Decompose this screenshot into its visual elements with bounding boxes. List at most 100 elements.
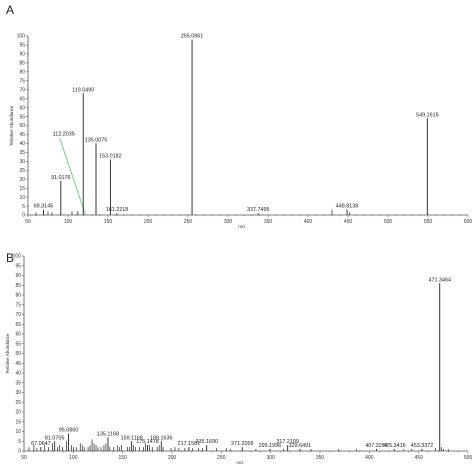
peak-label: 317.2109 [276, 439, 298, 445]
y-tick-label: 5 [22, 204, 25, 210]
x-tick-label: 150 [118, 455, 127, 461]
peak-label: 95.0860 [59, 427, 79, 433]
x-tick-label: 200 [168, 455, 177, 461]
x-tick-label: 450 [344, 219, 353, 225]
y-tick-label: 45 [15, 361, 21, 367]
y-tick-label: 60 [19, 105, 25, 111]
panel-a-spectrum: A 0 5 10 15 20 25 30 35 40 45 50 55 60 65 70 75 80 85 90 95 1… [6, 3, 472, 229]
y-tick-label: 100 [13, 254, 22, 260]
peak-label: 81.0705 [45, 435, 65, 441]
y-tick-label: 0 [22, 213, 25, 219]
y-tick-label: 85 [19, 61, 25, 67]
x-axis-title: m/z [238, 224, 246, 229]
y-tick-label: 55 [15, 341, 21, 347]
y-tick-label: 90 [15, 273, 21, 279]
peak-label: 271.2059 [231, 441, 253, 447]
panel-label: A [6, 3, 14, 17]
y-tick-label: 5 [18, 439, 21, 445]
y-tick-label: 40 [15, 371, 21, 377]
peak-label: 329.6491 [289, 443, 311, 449]
y-tick-label: 95 [15, 263, 21, 269]
y-tick-label: 65 [19, 96, 25, 102]
y-tick-label: 40 [19, 141, 25, 147]
peak-label: 337.7495 [247, 207, 269, 213]
y-tick-label: 20 [15, 410, 21, 416]
x-tick-label: 350 [264, 219, 273, 225]
peak-label: 69.3145 [34, 204, 54, 210]
x-tick-label: 300 [266, 455, 275, 461]
x-tick-label: 50 [21, 455, 27, 461]
x-tick-label: 600 [464, 219, 473, 225]
y-tick-label: 60 [15, 332, 21, 338]
x-tick-label: 300 [224, 219, 233, 225]
peak-label: 217.1581 [178, 441, 200, 447]
peak-label: 112.2035 [53, 131, 75, 137]
y-tick-label: 30 [15, 390, 21, 396]
peak-label: 153.0182 [99, 154, 121, 160]
peak-label: 67.0647 [31, 441, 51, 447]
peak-label: 175.1478 [136, 439, 158, 445]
x-tick-label: 100 [69, 455, 78, 461]
y-tick-label: 80 [15, 293, 21, 299]
peak-label: 91.0176 [51, 175, 71, 181]
peak-label: 453.3372 [411, 443, 433, 449]
x-tick-label: 50 [25, 219, 31, 225]
y-tick-label: 30 [19, 159, 25, 165]
y-axis-title: Relative Abundance [5, 333, 10, 374]
y-tick-label: 35 [15, 380, 21, 386]
peak-label: 255.0861 [181, 34, 203, 40]
y-tick-label: 70 [15, 312, 21, 318]
peak-label: 471.3464 [428, 277, 450, 283]
y-tick-label: 65 [15, 322, 21, 328]
y-tick-label: 35 [19, 150, 25, 156]
y-tick-label: 55 [19, 114, 25, 120]
y-tick-label: 70 [19, 87, 25, 93]
peak-label: 407.3254 [365, 443, 387, 449]
y-tick-label: 50 [19, 123, 25, 129]
x-tick-label: 500 [384, 219, 393, 225]
peak-label: 448.8138 [336, 204, 358, 210]
x-tick-label: 550 [424, 219, 433, 225]
y-tick-label: 90 [19, 52, 25, 58]
x-tick-label: 350 [316, 455, 325, 461]
x-tick-label: 400 [365, 455, 374, 461]
y-tick-label: 0 [18, 449, 21, 455]
peak-label: 135.1168 [97, 431, 119, 437]
x-tick-label: 450 [414, 455, 423, 461]
x-tick-label: 250 [184, 219, 193, 225]
peak-label: 159.1168 [121, 435, 143, 441]
y-tick-label: 10 [19, 195, 25, 201]
x-tick-label: 250 [217, 455, 226, 461]
y-tick-label: 25 [15, 400, 21, 406]
x-tick-label: 200 [144, 219, 153, 225]
peak-label: 299.1996 [259, 443, 281, 449]
y-tick-label: 75 [15, 302, 21, 308]
y-tick-label: 25 [19, 168, 25, 174]
y-tick-label: 85 [15, 283, 21, 289]
y-tick-label: 10 [15, 429, 21, 435]
panel-label: B [6, 251, 14, 265]
peak-label: 135.0075 [85, 137, 107, 143]
y-tick-label: 100 [17, 34, 26, 40]
y-tick-label: 50 [15, 351, 21, 357]
y-tick-label: 95 [19, 43, 25, 49]
annotation-line [59, 138, 86, 216]
panel-b-spectrum: B 0 5 10 15 20 25 30 35 40 45 50 55 60 65 70 75 80 85 90 95 1… [5, 251, 472, 465]
peak-label: 549.1615 [416, 112, 438, 118]
peak-label: 189.1636 [150, 435, 172, 441]
y-tick-label: 75 [19, 78, 25, 84]
x-axis-title: m/z [236, 460, 244, 465]
x-tick-label: 500 [464, 455, 473, 461]
y-tick-label: 15 [19, 186, 25, 192]
peak-label: 425.3416 [383, 443, 405, 449]
x-tick-label: 150 [104, 219, 113, 225]
x-tick-label: 400 [304, 219, 313, 225]
y-tick-label: 45 [19, 132, 25, 138]
y-tick-label: 20 [19, 177, 25, 183]
y-tick-label: 80 [19, 70, 25, 76]
y-tick-label: 15 [15, 419, 21, 425]
y-axis-title: Relative Abundance [9, 105, 14, 146]
peak-label: 161.2218 [106, 207, 128, 213]
peak-label: 235.1690 [195, 439, 217, 445]
